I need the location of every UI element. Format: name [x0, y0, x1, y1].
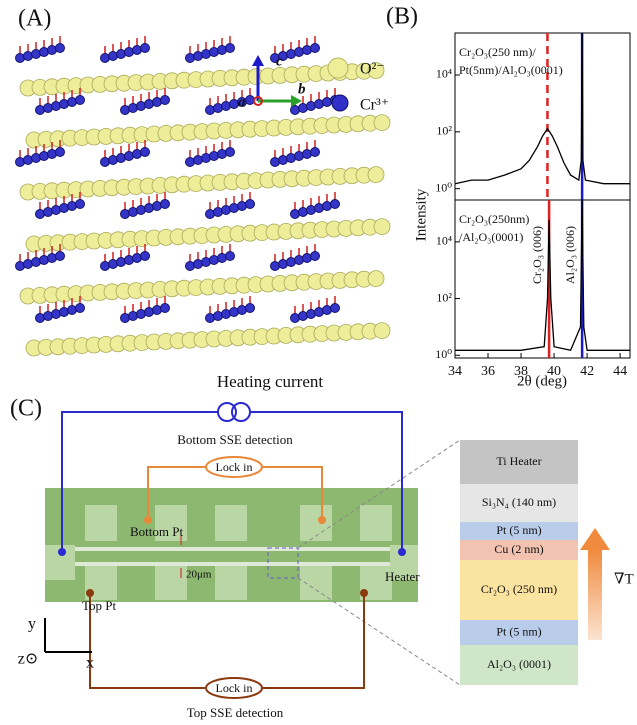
cr-atom: [76, 200, 85, 209]
cr-atom: [161, 200, 170, 209]
coord-axes: [45, 618, 92, 652]
layer-label: Pt (5 nm): [496, 624, 541, 638]
gradient-arrow-body: [588, 548, 602, 640]
cr-atom: [76, 304, 85, 313]
y-tick-label: 10⁰: [435, 347, 452, 361]
peak-label: Al₂O₃ (006): [563, 226, 577, 284]
cr-atom: [76, 96, 85, 105]
o-sphere: [328, 58, 348, 78]
cr-atom: [56, 252, 65, 261]
axis-label: a: [238, 94, 246, 110]
o-atom: [368, 271, 384, 287]
cr-atom: [226, 252, 235, 261]
x-tick-label: 44: [613, 364, 627, 379]
sample-label: Cr₂O₃(250 nm)/: [459, 45, 536, 59]
cr-atom: [161, 304, 170, 313]
device-label: z⊙: [18, 651, 39, 668]
cr-atom: [226, 148, 235, 157]
y-tick-label: 10²: [436, 290, 452, 304]
device-label: Heater: [385, 569, 420, 584]
cr-atom: [331, 200, 340, 209]
x-tick-label: 42: [580, 364, 594, 379]
layer-stack: Ti Heater Si₃N₄ (140 nm) Pt (5 nm) Cu (2 nm…: [460, 440, 634, 685]
cr-atom: [311, 44, 320, 53]
cr-atom: [141, 148, 150, 157]
cr-atom: [141, 252, 150, 261]
contact: [398, 548, 406, 556]
device-label: Lock in: [216, 681, 253, 695]
sample-label: Pt(5nm)/Al₂O₃(0001): [459, 63, 563, 77]
device-schematic: Heating current Bottom SSE detection Lock …: [18, 372, 460, 720]
device-label: Bottom SSE detection: [177, 432, 293, 447]
y-tick-label: 10⁴: [436, 234, 452, 248]
x-axis-label: 2θ (deg): [517, 373, 567, 389]
layer-label: Cu (2 nm): [494, 542, 543, 556]
axis-label: b: [298, 81, 306, 97]
layer-label: Pt (5 nm): [496, 523, 541, 537]
sample-label: Cr₂O₃(250nm): [459, 212, 529, 226]
device-label: Bottom Pt: [130, 524, 183, 539]
device-label: 20μm: [186, 569, 212, 581]
peak-label: Cr₂O₃ (006): [530, 226, 544, 284]
sample-label: /Al₂O₃(0001): [459, 230, 523, 244]
contact: [360, 589, 368, 597]
o-atom: [368, 167, 384, 183]
contact: [144, 516, 152, 524]
axis-label: c: [276, 53, 283, 69]
figure: (A) (B) (C) c a b O²⁻ Cr³⁺ 10⁰ 10² 10⁴ Inte…: [0, 0, 637, 725]
layer-label: Ti Heater: [496, 454, 541, 468]
cr-atom: [311, 252, 320, 261]
cr-atom: [331, 304, 340, 313]
y-tick-label: 10⁰: [435, 180, 452, 194]
device-label: Top SSE detection: [187, 705, 284, 720]
x-tick-label: 34: [448, 364, 462, 379]
y-tick-label: 10²: [436, 124, 452, 138]
device-label: y: [28, 616, 36, 633]
pad: [85, 505, 117, 541]
y-axis-label: Intensity: [413, 188, 429, 241]
contact: [318, 516, 326, 524]
o-atom: [374, 219, 390, 235]
cr-atom: [246, 304, 255, 313]
device-label: Lock in: [216, 460, 253, 474]
gradient-label: ∇T: [614, 571, 634, 587]
crystal-structure: [16, 36, 391, 356]
wire: [90, 593, 364, 688]
panel-label: (A): [18, 6, 51, 32]
pad: [155, 566, 187, 600]
o-atom: [374, 115, 390, 131]
cr-atom: [161, 96, 170, 105]
cr-atom: [246, 200, 255, 209]
y-tick-label: 10⁴: [436, 67, 452, 81]
device-label: x: [86, 655, 94, 672]
contact: [58, 548, 66, 556]
layer-label: Si₃N₄ (140 nm): [482, 495, 556, 509]
xrd-chart: 10⁰ 10² 10⁴ Intensity Cr₂O₃(250 nm)/ Pt(5nm)/…: [413, 33, 630, 389]
contact: [86, 589, 94, 597]
legend-label: O²⁻: [360, 61, 385, 78]
current-source: [232, 403, 250, 421]
pad: [215, 566, 247, 600]
panel-label: (B): [386, 4, 418, 30]
layer-label: Al₂O₃ (0001): [487, 657, 551, 671]
layer-label: Cr₂O₃ (250 nm): [481, 582, 557, 596]
panel-label: (C): [10, 396, 42, 422]
o-atom: [374, 323, 390, 339]
cr-atom: [56, 148, 65, 157]
device-label: Heating current: [217, 372, 323, 391]
cr-atom: [141, 44, 150, 53]
legend-label: Cr³⁺: [360, 97, 389, 114]
arrow-head: [252, 55, 264, 66]
cr-sphere: [332, 95, 348, 111]
pt-strip: [75, 547, 390, 551]
cr-atom: [226, 44, 235, 53]
device-label: Top Pt: [82, 598, 117, 613]
gradient-arrow-head: [580, 528, 610, 550]
cr-atom: [56, 44, 65, 53]
pad: [215, 505, 247, 541]
x-tick-label: 36: [481, 364, 495, 379]
pt-strip: [75, 562, 390, 566]
pad: [360, 505, 392, 541]
cr-atom: [311, 148, 320, 157]
